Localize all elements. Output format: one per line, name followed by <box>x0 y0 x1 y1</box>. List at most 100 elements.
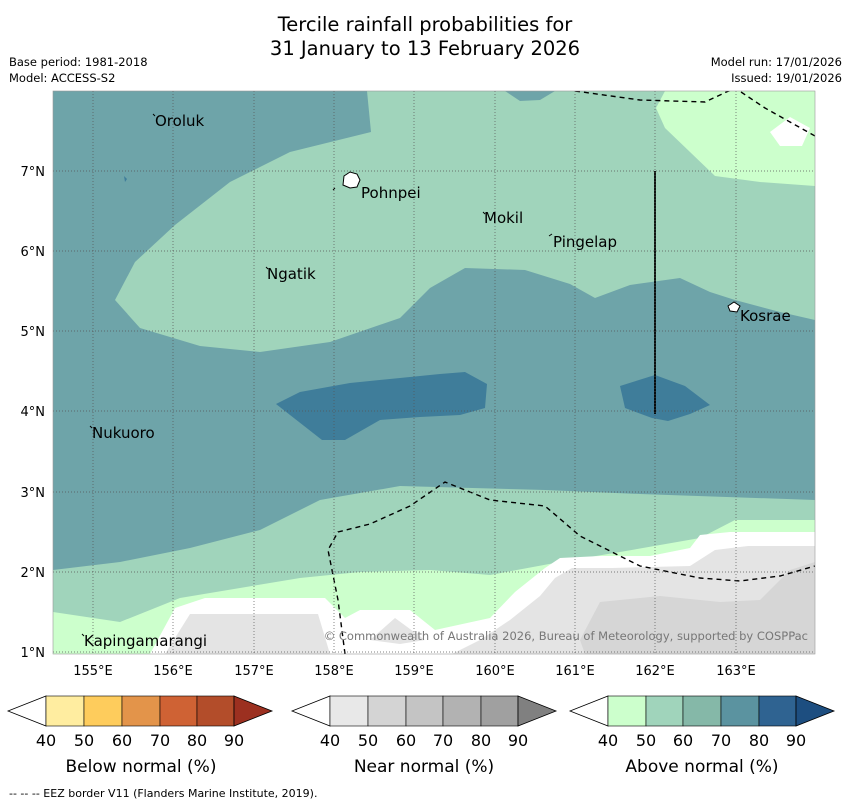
above-high-arrow <box>795 695 836 727</box>
x-tick-label: 155°E <box>73 664 113 679</box>
x-axis: 155°E 156°E 157°E 158°E 159°E 160°E 161°… <box>73 664 756 679</box>
x-tick-label: 157°E <box>234 664 274 679</box>
near-tick: 60 <box>396 731 416 750</box>
x-tick-label: 156°E <box>153 664 193 679</box>
below-tick: 60 <box>112 731 132 750</box>
issued-date: Issued: 19/01/2026 <box>731 71 842 85</box>
model-name: Model: ACCESS-S2 <box>9 71 116 85</box>
legend-area: 40 50 60 70 80 90 Below normal (%) 40 50… <box>6 695 836 800</box>
above-swatch-70-80 <box>720 695 760 727</box>
below-tick: 40 <box>36 731 56 750</box>
x-tick-label: 160°E <box>475 664 515 679</box>
below-tick: 80 <box>187 731 207 750</box>
below-tick: 90 <box>224 731 244 750</box>
above-60-region-north <box>53 91 815 570</box>
above-tick: 70 <box>711 731 731 750</box>
white-patch-ne <box>770 117 810 146</box>
y-tick-label: 4°N <box>21 405 46 420</box>
above-tick: 80 <box>749 731 769 750</box>
near-normal-darker <box>580 562 815 654</box>
above-swatch-40-50 <box>607 695 647 727</box>
below-swatch-60-70 <box>121 695 161 727</box>
x-tick-label: 161°E <box>555 664 595 679</box>
label-mokil: Mokil <box>484 209 523 227</box>
near-swatch-80-90 <box>480 695 519 727</box>
near-tick: 70 <box>433 731 453 750</box>
map-title-line2: 31 January to 13 February 2026 <box>269 37 581 60</box>
above-40-region-northeast <box>656 91 815 186</box>
colorbar-below: 40 50 60 70 80 90 Below normal (%) <box>6 695 274 777</box>
mokil-mark <box>482 211 486 215</box>
eez-footnote: -- -- -- EEZ border V11 (Flanders Marine… <box>9 787 317 800</box>
colorbar-near: 40 50 60 70 80 90 Near normal (%) <box>290 695 558 777</box>
pohnpei-islet <box>332 187 336 191</box>
near-swatch-60-70 <box>405 695 444 727</box>
below-label: Below normal (%) <box>66 757 217 777</box>
pohnpei-island <box>342 171 361 189</box>
pingelap-mark <box>548 233 553 237</box>
near-tick: 40 <box>320 731 340 750</box>
copyright-notice: © Commonwealth of Australia 2026, Bureau… <box>324 629 808 643</box>
above-60-region-top <box>505 91 555 101</box>
above-swatch-60-70 <box>682 695 722 727</box>
above-low-arrow <box>568 695 609 727</box>
colorbar-above: 40 50 60 70 80 90 Above normal (%) <box>568 695 836 777</box>
near-tick: 80 <box>471 731 491 750</box>
below-low-arrow <box>6 695 47 727</box>
below-swatch-80-90 <box>196 695 235 727</box>
near-tick: 50 <box>358 731 378 750</box>
x-tick-label: 158°E <box>314 664 354 679</box>
eez-border-north <box>574 91 815 137</box>
ngatik-mark <box>265 266 269 270</box>
eez-border-south <box>327 481 815 654</box>
label-pohnpei: Pohnpei <box>361 184 421 202</box>
near-swatch-70-80 <box>442 695 482 727</box>
below-swatch-50-60 <box>83 695 123 727</box>
x-tick-label: 163°E <box>716 664 756 679</box>
x-tick-label: 159°E <box>394 664 434 679</box>
label-oroluk: Oroluk <box>155 112 204 130</box>
above-tick: 90 <box>786 731 806 750</box>
y-tick-label: 3°N <box>21 486 46 501</box>
near-tick: 90 <box>508 731 528 750</box>
above-70-region-east <box>620 375 710 421</box>
label-pingelap: Pingelap <box>553 233 617 251</box>
below-tick: 70 <box>150 731 170 750</box>
above-label: Above normal (%) <box>625 757 778 777</box>
near-swatch-50-60 <box>367 695 407 727</box>
above-tick: 60 <box>673 731 693 750</box>
y-tick-label: 6°N <box>21 245 46 260</box>
label-ngatik: Ngatik <box>267 265 316 283</box>
near-high-arrow <box>517 695 558 727</box>
y-tick-label: 2°N <box>21 566 46 581</box>
y-tick-label: 5°N <box>21 325 46 340</box>
below-swatch-40-50 <box>45 695 85 727</box>
near-swatch-40-50 <box>329 695 369 727</box>
nukuoro-mark <box>89 425 93 429</box>
above-tick: 40 <box>598 731 618 750</box>
below-high-arrow <box>233 695 274 727</box>
label-nukuoro: Nukuoro <box>92 424 155 442</box>
graticule <box>53 91 815 654</box>
map-frame <box>52 90 816 655</box>
near-label: Near normal (%) <box>354 757 494 777</box>
base-period: Base period: 1981-2018 <box>9 55 148 69</box>
speck <box>124 176 127 182</box>
map-title-line1: Tercile rainfall probabilities for <box>277 13 573 36</box>
label-kosrae: Kosrae <box>740 307 791 325</box>
probability-contours <box>53 91 815 654</box>
below-swatch-70-80 <box>159 695 198 727</box>
kapinga-mark <box>81 633 85 637</box>
above-swatch-50-60 <box>645 695 684 727</box>
above-swatch-80-90 <box>758 695 797 727</box>
model-run: Model run: 17/01/2026 <box>710 55 842 69</box>
label-kapingamarangi: Kapingamarangi <box>84 632 207 650</box>
y-tick-label: 1°N <box>21 646 46 661</box>
oroluk-mark <box>152 113 156 117</box>
near-low-arrow <box>290 695 331 727</box>
x-tick-label: 162°E <box>635 664 675 679</box>
forecast-map: Oroluk Pohnpei Mokil Pingelap Ngatik Kos… <box>21 90 816 679</box>
above-tick: 50 <box>636 731 656 750</box>
y-axis: 7°N 6°N 5°N 4°N 3°N 2°N 1°N <box>21 165 46 661</box>
kosrae-island <box>727 301 741 313</box>
